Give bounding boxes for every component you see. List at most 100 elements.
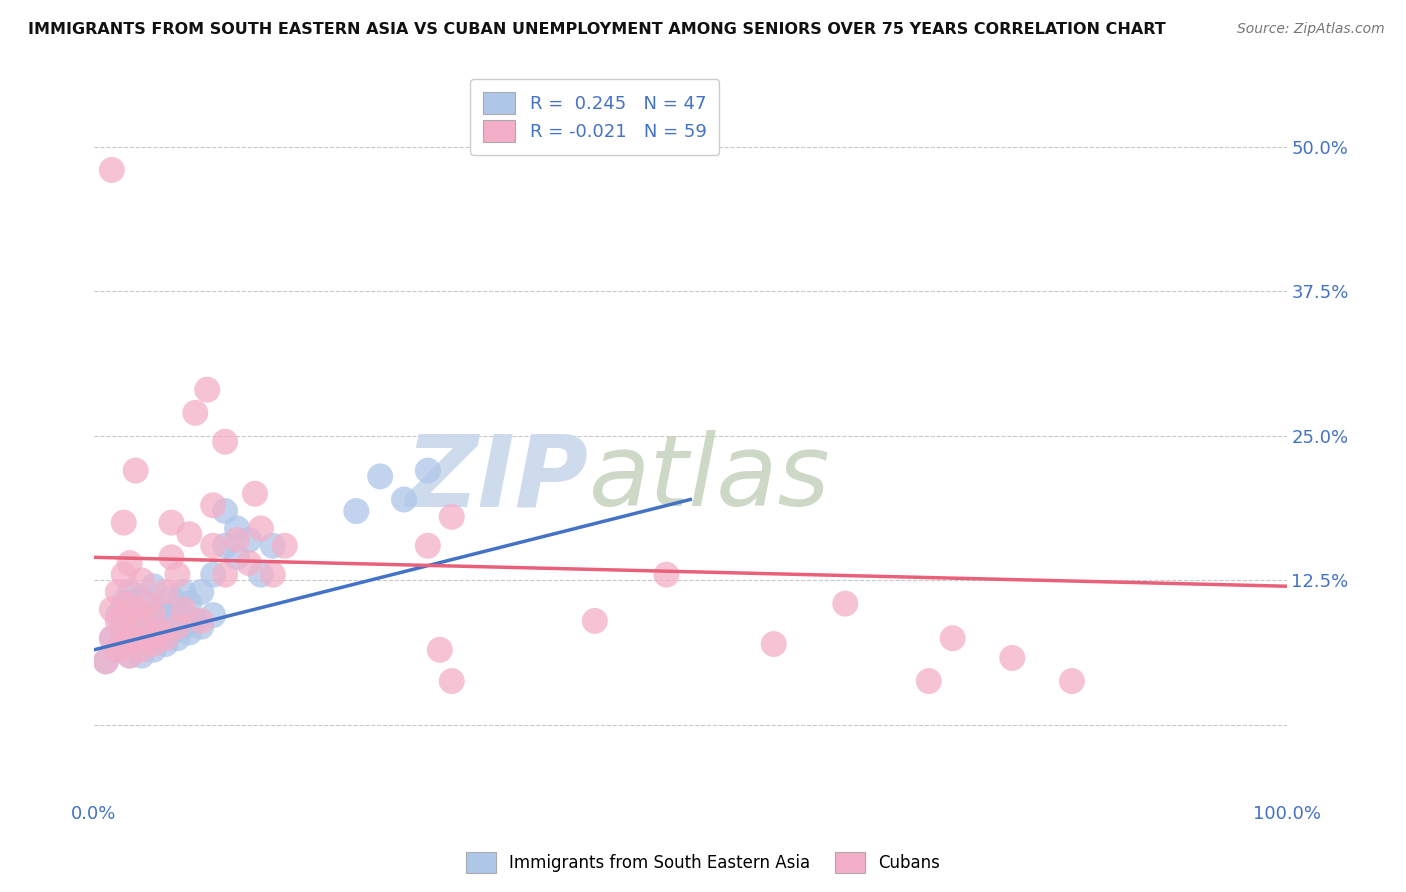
Point	[190, 585, 212, 599]
Text: ZIP: ZIP	[406, 431, 589, 527]
Point	[416, 539, 439, 553]
Point	[190, 614, 212, 628]
Point	[250, 567, 273, 582]
Point	[416, 464, 439, 478]
Point	[344, 504, 367, 518]
Point	[226, 521, 249, 535]
Point	[440, 674, 463, 689]
Point	[202, 539, 225, 553]
Point	[274, 539, 297, 553]
Point	[118, 597, 141, 611]
Text: Source: ZipAtlas.com: Source: ZipAtlas.com	[1237, 22, 1385, 37]
Point	[155, 637, 177, 651]
Point	[124, 608, 146, 623]
Point	[112, 516, 135, 530]
Point	[107, 643, 129, 657]
Point	[1060, 674, 1083, 689]
Point	[179, 625, 201, 640]
Point	[155, 608, 177, 623]
Point	[262, 539, 284, 553]
Point	[112, 637, 135, 651]
Point	[172, 602, 194, 616]
Point	[107, 614, 129, 628]
Point	[136, 637, 159, 651]
Point	[107, 608, 129, 623]
Point	[142, 579, 165, 593]
Point	[112, 597, 135, 611]
Point	[136, 597, 159, 611]
Point	[94, 654, 117, 668]
Point	[101, 632, 124, 646]
Point	[1001, 651, 1024, 665]
Point	[238, 533, 260, 547]
Point	[184, 406, 207, 420]
Point	[202, 498, 225, 512]
Point	[195, 383, 218, 397]
Point	[118, 585, 141, 599]
Point	[202, 567, 225, 582]
Point	[440, 509, 463, 524]
Point	[112, 632, 135, 646]
Point	[131, 574, 153, 588]
Point	[136, 608, 159, 623]
Point	[112, 608, 135, 623]
Point	[148, 625, 170, 640]
Point	[214, 504, 236, 518]
Point	[142, 643, 165, 657]
Point	[942, 632, 965, 646]
Point	[101, 163, 124, 178]
Point	[124, 632, 146, 646]
Point	[124, 637, 146, 651]
Legend: R =  0.245   N = 47, R = -0.021   N = 59: R = 0.245 N = 47, R = -0.021 N = 59	[470, 79, 720, 155]
Point	[179, 527, 201, 541]
Point	[243, 486, 266, 500]
Point	[172, 620, 194, 634]
Point	[166, 632, 188, 646]
Point	[94, 654, 117, 668]
Point	[118, 648, 141, 663]
Point	[148, 602, 170, 616]
Point	[368, 469, 391, 483]
Point	[131, 648, 153, 663]
Point	[101, 602, 124, 616]
Point	[226, 533, 249, 547]
Point	[112, 567, 135, 582]
Point	[429, 643, 451, 657]
Point	[101, 632, 124, 646]
Point	[238, 556, 260, 570]
Point	[202, 608, 225, 623]
Point	[142, 614, 165, 628]
Point	[107, 643, 129, 657]
Point	[160, 625, 183, 640]
Point	[166, 602, 188, 616]
Point	[160, 591, 183, 605]
Point	[118, 556, 141, 570]
Point	[166, 567, 188, 582]
Point	[262, 567, 284, 582]
Point	[583, 614, 606, 628]
Point	[762, 637, 785, 651]
Point	[166, 620, 188, 634]
Text: atlas: atlas	[589, 431, 831, 527]
Point	[179, 597, 201, 611]
Point	[214, 434, 236, 449]
Point	[655, 567, 678, 582]
Text: IMMIGRANTS FROM SOUTH EASTERN ASIA VS CUBAN UNEMPLOYMENT AMONG SENIORS OVER 75 Y: IMMIGRANTS FROM SOUTH EASTERN ASIA VS CU…	[28, 22, 1166, 37]
Point	[118, 620, 141, 634]
Point	[131, 591, 153, 605]
Point	[131, 625, 153, 640]
Point	[184, 614, 207, 628]
Legend: Immigrants from South Eastern Asia, Cubans: Immigrants from South Eastern Asia, Cuba…	[458, 846, 948, 880]
Point	[118, 625, 141, 640]
Point	[124, 602, 146, 616]
Point	[160, 550, 183, 565]
Point	[142, 608, 165, 623]
Point	[131, 643, 153, 657]
Point	[834, 597, 856, 611]
Point	[172, 585, 194, 599]
Point	[392, 492, 415, 507]
Point	[136, 632, 159, 646]
Point	[148, 632, 170, 646]
Point	[918, 674, 941, 689]
Point	[131, 614, 153, 628]
